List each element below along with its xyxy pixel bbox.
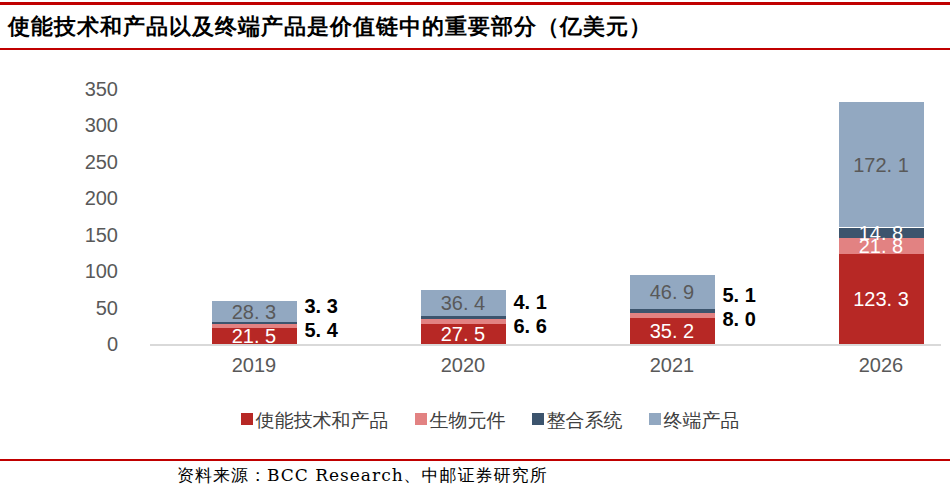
bar-segment	[421, 316, 506, 319]
legend-item: 生物元件	[415, 406, 506, 434]
bar-segment	[630, 309, 715, 313]
y-axis-tick-label: 200	[40, 186, 118, 210]
y-axis-tick-label: 150	[40, 223, 118, 247]
y-axis-tick-label: 100	[40, 259, 118, 283]
y-axis-tick-label: 50	[40, 296, 118, 320]
bar-segment-label: 21. 5	[212, 325, 297, 347]
legend: 使能技术和产品 生物元件 整合系统 终端产品	[0, 406, 950, 434]
source-rule	[0, 459, 950, 461]
legend-label: 使能技术和产品	[256, 406, 389, 434]
legend-item: 终端产品	[649, 406, 740, 434]
legend-item: 整合系统	[532, 406, 623, 434]
bar-segment-label: 35. 2	[630, 320, 715, 342]
bar-segment-label: 27. 5	[421, 323, 506, 345]
legend-label: 整合系统	[547, 406, 623, 434]
legend-swatch-icon	[649, 413, 661, 425]
y-axis-tick-label: 0	[40, 332, 118, 356]
bar-segment-label: 172. 1	[839, 154, 924, 176]
legend-item: 使能技术和产品	[241, 406, 389, 434]
legend-swatch-icon	[241, 413, 253, 425]
bar-segment-label: 28. 3	[212, 301, 297, 323]
x-axis-category-label: 2026	[816, 354, 946, 377]
bar-segment-label: 36. 4	[421, 292, 506, 314]
x-axis-category-label: 2021	[607, 354, 737, 377]
legend-label: 生物元件	[430, 406, 506, 434]
bar-outside-label: 4. 1	[514, 289, 547, 315]
source-note: 资料来源：BCC Research、中邮证券研究所	[177, 464, 548, 487]
legend-label: 终端产品	[664, 406, 740, 434]
bar-segment-label: 123. 3	[839, 288, 924, 310]
y-axis-tick-label: 300	[40, 113, 118, 137]
bar-outside-label: 3. 3	[305, 293, 338, 319]
bar-segment-label: 14. 8	[839, 222, 924, 244]
bar-outside-label: 8. 0	[723, 306, 756, 332]
legend-swatch-icon	[415, 413, 427, 425]
y-axis-tick-label: 350	[40, 77, 118, 101]
x-axis-category-label: 2020	[398, 354, 528, 377]
chart-area: 0 50 100 150 200 250 300 350 21. 528. 3 5. 43. 3 2…	[0, 0, 950, 400]
bar-segment	[630, 313, 715, 319]
y-axis-tick-label: 250	[40, 150, 118, 174]
bar-outside-label: 6. 6	[514, 313, 547, 339]
bar-segment-label: 46. 9	[630, 281, 715, 303]
bar-outside-label: 5. 1	[723, 282, 756, 308]
legend-swatch-icon	[532, 413, 544, 425]
bar-outside-label: 5. 4	[305, 317, 338, 343]
x-axis-category-label: 2019	[189, 354, 319, 377]
